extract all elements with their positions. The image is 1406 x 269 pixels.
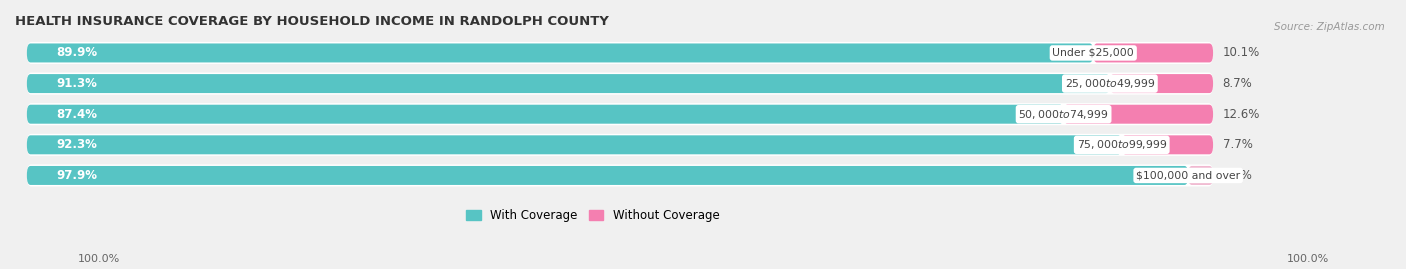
FancyBboxPatch shape [27,166,1188,185]
FancyBboxPatch shape [1109,74,1213,93]
Text: 97.9%: 97.9% [56,169,97,182]
Text: 100.0%: 100.0% [1286,254,1329,264]
Text: 8.7%: 8.7% [1223,77,1253,90]
Text: Source: ZipAtlas.com: Source: ZipAtlas.com [1274,22,1385,31]
FancyBboxPatch shape [27,164,1213,186]
Text: $50,000 to $74,999: $50,000 to $74,999 [1018,108,1109,121]
Text: 12.6%: 12.6% [1223,108,1260,121]
Text: 89.9%: 89.9% [56,47,97,59]
FancyBboxPatch shape [27,73,1213,95]
FancyBboxPatch shape [1063,105,1213,124]
Text: 100.0%: 100.0% [77,254,120,264]
Text: 92.3%: 92.3% [56,138,97,151]
FancyBboxPatch shape [1122,135,1213,154]
Text: Under $25,000: Under $25,000 [1052,48,1135,58]
Text: 87.4%: 87.4% [56,108,97,121]
Legend: With Coverage, Without Coverage: With Coverage, Without Coverage [461,204,724,227]
Text: $25,000 to $49,999: $25,000 to $49,999 [1064,77,1156,90]
FancyBboxPatch shape [27,103,1213,125]
FancyBboxPatch shape [27,74,1109,93]
Text: 7.7%: 7.7% [1223,138,1253,151]
Text: $75,000 to $99,999: $75,000 to $99,999 [1077,138,1167,151]
FancyBboxPatch shape [27,44,1094,62]
Text: 10.1%: 10.1% [1223,47,1260,59]
FancyBboxPatch shape [1094,44,1213,62]
Text: 2.1%: 2.1% [1223,169,1253,182]
Text: 91.3%: 91.3% [56,77,97,90]
FancyBboxPatch shape [27,42,1213,64]
FancyBboxPatch shape [27,135,1122,154]
FancyBboxPatch shape [27,105,1063,124]
Text: $100,000 and over: $100,000 and over [1136,171,1240,180]
FancyBboxPatch shape [1188,166,1213,185]
Text: HEALTH INSURANCE COVERAGE BY HOUSEHOLD INCOME IN RANDOLPH COUNTY: HEALTH INSURANCE COVERAGE BY HOUSEHOLD I… [15,15,609,28]
FancyBboxPatch shape [27,134,1213,156]
